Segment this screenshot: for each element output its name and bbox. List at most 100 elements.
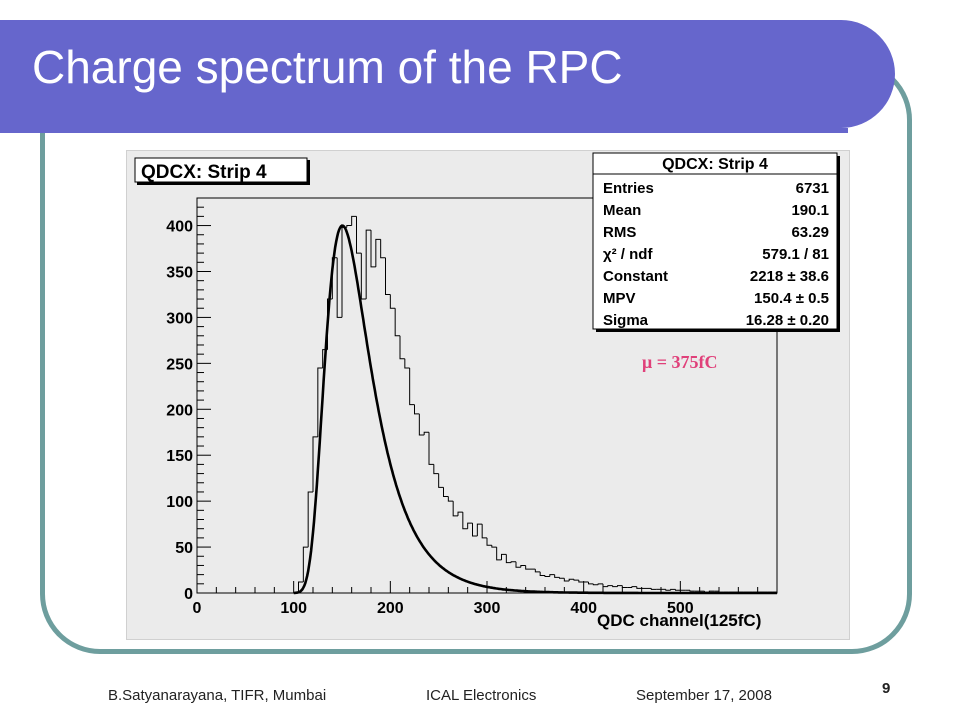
histogram-bin (409, 367, 415, 406)
histogram-bin (510, 561, 516, 563)
histogram-bin (573, 579, 579, 581)
stats-label: RMS (603, 224, 636, 241)
chart-title-box: QDCX: Strip 4 (134, 157, 310, 185)
histogram-bin (631, 586, 637, 588)
x-axis-label: QDC channel(125fC) (597, 611, 761, 630)
slide-title: Charge spectrum of the RPC (32, 41, 623, 93)
histogram-bin (496, 547, 502, 561)
plot-panel: QDCX: Strip 4 0 50 100 150 200 250 300 350 400 0 1… (126, 150, 850, 640)
footer-date: September 17, 2008 (636, 687, 772, 704)
histogram-bin (559, 577, 565, 579)
histogram-bin (602, 583, 608, 588)
title-bar (0, 20, 895, 128)
histogram-bin (443, 487, 449, 498)
histogram-bin (389, 294, 396, 309)
stats-value: 63.29 (791, 224, 829, 241)
histogram-bin (302, 546, 309, 582)
x-tick-label: 200 (377, 600, 404, 617)
histogram-bin (515, 561, 521, 568)
histogram-bin (665, 589, 671, 591)
histogram-bin (346, 225, 352, 228)
histogram-bin (447, 496, 454, 502)
histogram-bin (428, 432, 434, 465)
histogram-bin (457, 511, 463, 516)
stats-box: QDCX: Strip 4 Entries 6731 Mean 190.1 RMS 63.… (592, 152, 840, 332)
footer-event: ICAL Electronics (426, 687, 537, 704)
x-tick-label: 0 (193, 600, 202, 617)
histogram-bin (636, 586, 642, 589)
histogram-bin (481, 524, 487, 539)
histogram-bin (365, 229, 371, 300)
histogram-bin (578, 580, 584, 583)
y-tick-label: 200 (166, 402, 193, 419)
y-tick-label: 400 (166, 219, 193, 236)
histogram-bin (617, 585, 623, 587)
histogram-bin (404, 358, 410, 369)
histogram-bin (312, 436, 318, 492)
histogram-bin (612, 585, 618, 588)
y-tick-label: 300 (166, 310, 193, 327)
histogram-bin (423, 431, 429, 435)
histogram-bin (520, 564, 526, 568)
histogram-bin (452, 501, 458, 517)
histogram-bin (336, 257, 342, 318)
stats-value: 6731 (796, 180, 829, 197)
histogram-bin (418, 413, 425, 436)
stats-label: Sigma (603, 312, 649, 329)
y-tick-label: 0 (184, 586, 193, 603)
histogram-bin (621, 585, 628, 588)
histogram-bin (675, 589, 681, 591)
histogram-bin (370, 230, 376, 268)
y-tick-label: 100 (166, 494, 193, 511)
histogram-bin (597, 583, 603, 585)
histogram-bin (486, 537, 492, 546)
stats-value: 150.4 ± 0.5 (754, 290, 829, 307)
histogram-bin (394, 308, 400, 337)
histogram-bin (491, 545, 497, 548)
landau-fit-curve (293, 224, 777, 595)
histogram-chart: QDCX: Strip 4 0 50 100 150 200 250 300 350 400 0 1… (134, 152, 840, 630)
histogram-bin (588, 581, 594, 585)
histogram-bin (592, 583, 599, 586)
y-tick-label: 250 (166, 356, 193, 373)
stats-value: 190.1 (791, 202, 829, 219)
histogram-bin (501, 553, 507, 560)
histogram-bin (549, 574, 555, 577)
histogram-bin (298, 581, 304, 593)
chart-title: QDCX: Strip 4 (141, 162, 267, 183)
y-tick-label: 150 (166, 448, 193, 465)
y-tick-label: 50 (175, 540, 193, 557)
footer-author: B.Satyanarayana, TIFR, Mumbai (108, 687, 327, 704)
histogram-bin (385, 257, 391, 295)
stats-value: 579.1 / 81 (762, 246, 829, 263)
histogram-bin (380, 239, 386, 259)
histogram-bin (414, 404, 420, 415)
stats-value: 2218 ± 38.6 (750, 268, 829, 285)
stats-label: Mean (603, 202, 641, 219)
y-tick-label: 350 (166, 264, 193, 281)
mu-annotation: μ = 375fC (642, 352, 717, 372)
histogram-bin (399, 335, 405, 360)
histogram-bin (476, 523, 483, 537)
stats-label: Constant (603, 268, 668, 285)
histogram-bin (534, 569, 541, 573)
histogram-bin (505, 554, 512, 564)
axes: 0 50 100 150 200 250 300 350 400 0 100 200 300 400 500 (166, 206, 759, 617)
x-tick-label: 400 (570, 600, 597, 617)
histogram-bin (331, 257, 338, 300)
stats-label: χ² / ndf (603, 246, 653, 263)
histogram-bin (568, 578, 574, 582)
histogram-bin (554, 574, 560, 578)
x-tick-label: 500 (667, 600, 694, 617)
x-tick-label: 100 (280, 600, 307, 617)
histogram-bin (563, 578, 570, 582)
histogram-bin (356, 216, 362, 254)
histogram-bin (472, 523, 478, 537)
fit-curve-series (293, 224, 777, 595)
histogram-bin (544, 575, 550, 577)
histogram-bin (689, 590, 695, 592)
histogram-bin (307, 491, 313, 548)
histogram-series (197, 215, 777, 594)
histogram-bin (539, 571, 545, 577)
x-tick-label: 300 (474, 600, 501, 617)
